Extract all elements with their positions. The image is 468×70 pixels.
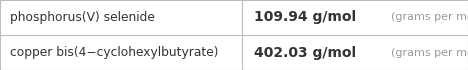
Text: 402.03 g/mol: 402.03 g/mol <box>254 46 356 60</box>
Text: (grams per mole): (grams per mole) <box>391 13 468 22</box>
Text: (grams per mole): (grams per mole) <box>391 48 468 57</box>
Text: phosphorus(V) selenide: phosphorus(V) selenide <box>10 11 155 24</box>
Text: copper bis(4−cyclohexylbutyrate): copper bis(4−cyclohexylbutyrate) <box>10 46 219 59</box>
Text: 109.94 g/mol: 109.94 g/mol <box>254 10 356 24</box>
